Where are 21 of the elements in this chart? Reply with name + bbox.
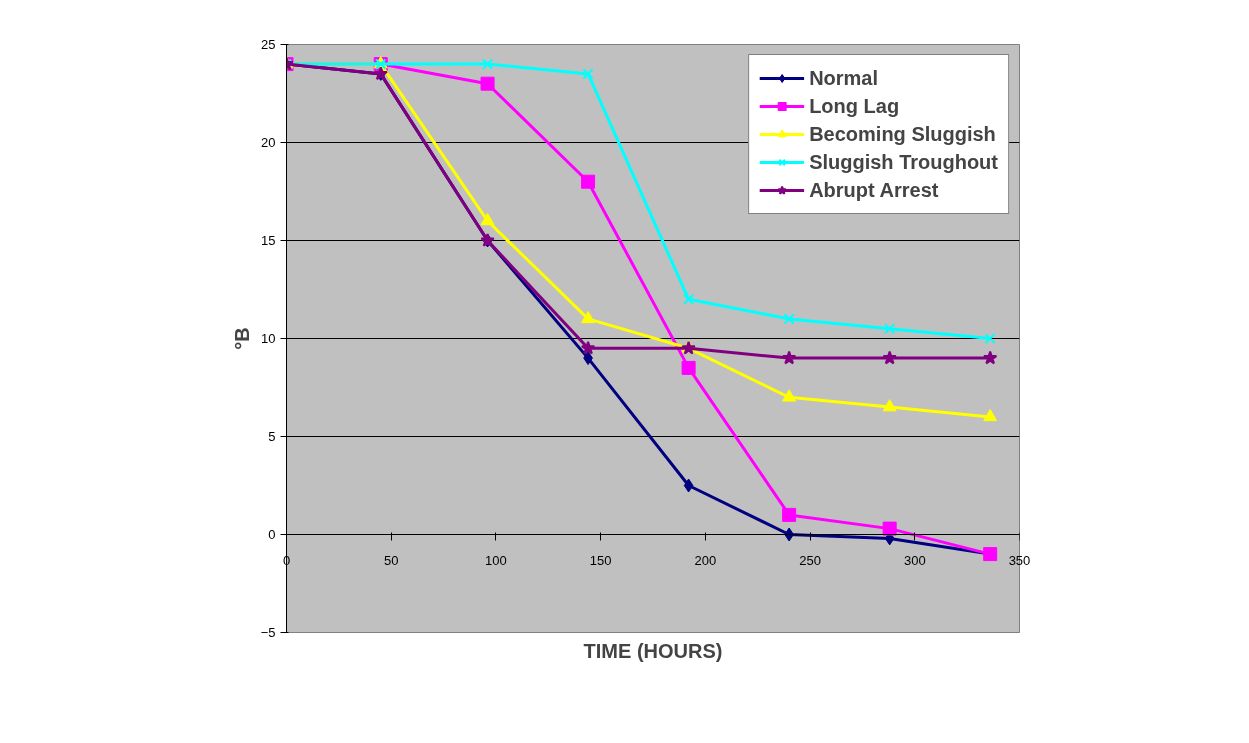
- x-tick-label: 100: [485, 552, 507, 568]
- y-axis-title: °B: [230, 327, 253, 350]
- y-tick-label: 15: [261, 233, 276, 248]
- x-tick-label: 150: [589, 552, 612, 568]
- legend-label: Abrupt Arrest: [809, 177, 939, 203]
- x-tick-label: 50: [383, 552, 399, 568]
- legend-label: Becoming Sluggish: [809, 121, 996, 147]
- y-tick-label: 10: [261, 331, 276, 346]
- y-tick-label: 0: [268, 527, 276, 542]
- y-tick-label: 5: [268, 429, 276, 444]
- y-tick-label: 20: [261, 135, 276, 150]
- legend-label: Long Lag: [809, 93, 900, 119]
- y-tick-label: 25: [261, 37, 276, 52]
- x-tick-label: 200: [694, 552, 717, 568]
- x-tick-label: 300: [903, 552, 926, 568]
- x-tick-label: 250: [799, 552, 821, 568]
- legend-label: Normal: [809, 65, 879, 91]
- x-tick-label: 350: [1008, 552, 1031, 568]
- x-axis-title: TIME (HOURS): [583, 639, 723, 662]
- legend-label: Sluggish Troughout: [809, 149, 998, 175]
- y-tick-label: −5: [260, 625, 276, 640]
